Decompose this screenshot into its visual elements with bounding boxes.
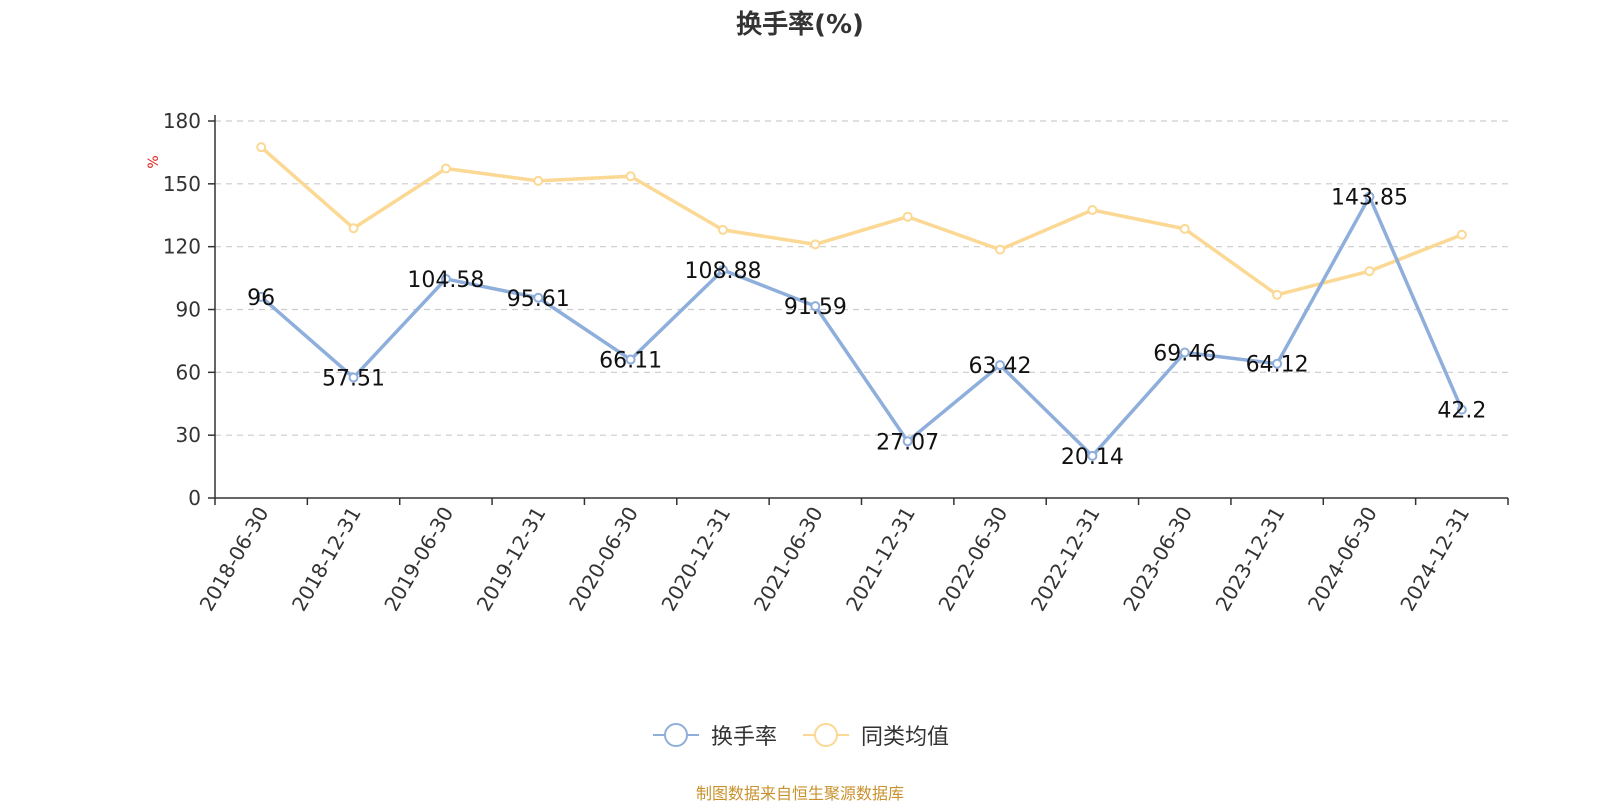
data-label-turnover-2022-12-31: 20.14	[1061, 445, 1124, 470]
legend-label-peer-average: 同类均值	[861, 725, 950, 750]
x-tick-label-2024-12-31: 2024-12-31	[1395, 503, 1474, 616]
x-tick-label-2018-12-31: 2018-12-31	[287, 503, 366, 616]
point-peer-average-2019-06-30	[440, 163, 451, 174]
data-label-turnover-2024-12-31: 42.2	[1437, 399, 1486, 424]
point-turnover-2020-06-30	[625, 354, 636, 365]
y-tick-label-30: 30	[176, 423, 201, 447]
legend-marker-peer-average-icon	[803, 723, 849, 747]
point-peer-average-2018-06-30	[256, 142, 267, 153]
data-label-turnover-2018-06-30: 96	[247, 286, 275, 311]
x-tick-label-2023-12-31: 2023-12-31	[1211, 503, 1290, 616]
chart-title: 换手率(%)	[736, 10, 864, 40]
series-line-turnover	[260, 194, 1464, 458]
data-label-turnover-2024-06-30: 143.85	[1331, 186, 1408, 211]
legend-item-peer-average[interactable]: 同类均值	[801, 719, 949, 751]
data-label-turnover-2020-06-30: 66.11	[599, 349, 662, 374]
x-tick-label-2021-06-30: 2021-06-30	[749, 503, 828, 616]
point-turnover-2022-12-31	[1087, 450, 1098, 461]
data-label-turnover-2020-12-31: 108.88	[684, 259, 761, 284]
data-label-turnover-2023-12-31: 64.12	[1246, 353, 1309, 378]
data-label-turnover-2023-06-30: 69.46	[1153, 342, 1216, 367]
y-tick-label-60: 60	[176, 360, 201, 384]
legend-label-turnover: 换手率	[710, 725, 777, 750]
point-turnover-2018-06-30	[256, 291, 267, 302]
data-label-turnover-2022-06-30: 63.42	[969, 354, 1032, 379]
point-turnover-2021-12-31	[902, 436, 913, 447]
x-tick-label-2022-06-30: 2022-06-30	[933, 502, 1012, 615]
legend-item-turnover[interactable]: 换手率	[651, 719, 777, 751]
data-label-turnover-2021-06-30: 91.59	[784, 295, 847, 320]
point-peer-average-2024-06-30	[1364, 266, 1375, 277]
x-tick-label-2022-12-31: 2022-12-31	[1026, 503, 1105, 616]
x-tick-label-2024-06-30: 2024-06-30	[1303, 503, 1382, 616]
x-tick-label-2023-06-30: 2023-06-30	[1118, 503, 1197, 616]
legend-marker-turnover-icon	[652, 723, 699, 747]
point-peer-average-2022-12-31	[1087, 205, 1098, 216]
point-peer-average-2018-12-31	[348, 223, 359, 234]
point-turnover-2024-06-30	[1364, 191, 1375, 202]
x-tick-label-2021-12-31: 2021-12-31	[841, 503, 920, 616]
point-turnover-2019-06-30	[440, 273, 451, 284]
legend: 换手率 同类均值	[0, 720, 1600, 750]
point-peer-average-2020-06-30	[625, 171, 636, 182]
point-turnover-2018-12-31	[348, 372, 359, 383]
point-peer-average-2024-12-31	[1456, 229, 1467, 240]
x-tick-label-2018-06-30: 2018-06-30	[195, 503, 274, 616]
source-note: 制图数据来自恒生聚源数据库	[695, 784, 904, 803]
data-label-turnover-2021-12-31: 27.07	[876, 430, 939, 455]
y-tick-label-0: 0	[188, 486, 201, 510]
point-peer-average-2023-12-31	[1272, 289, 1283, 300]
x-tick-label-2020-06-30: 2020-06-30	[564, 503, 643, 616]
y-tick-label-120: 120	[163, 235, 201, 259]
point-turnover-2019-12-31	[533, 292, 544, 303]
y-tick-label-90: 90	[176, 298, 201, 322]
y-tick-label-150: 150	[163, 172, 201, 196]
data-label-turnover-2019-12-31: 95.61	[507, 287, 570, 312]
y-tick-label-180: 180	[163, 109, 201, 133]
x-tick-label-2020-12-31: 2020-12-31	[656, 503, 735, 616]
point-turnover-2024-12-31	[1456, 404, 1467, 415]
point-peer-average-2022-06-30	[995, 244, 1006, 255]
point-peer-average-2021-12-31	[902, 211, 913, 222]
x-tick-label-2019-12-31: 2019-12-31	[472, 503, 551, 616]
y-axis-unit-label: %	[146, 155, 162, 168]
series-line-peer-average	[260, 145, 1463, 297]
x-tick-label-2019-06-30: 2019-06-30	[379, 502, 458, 615]
point-peer-average-2019-12-31	[533, 175, 544, 186]
point-peer-average-2023-06-30	[1179, 223, 1190, 234]
point-turnover-2023-12-31	[1272, 358, 1283, 369]
series	[256, 142, 1467, 461]
point-turnover-2021-06-30	[810, 301, 821, 312]
point-turnover-2020-12-31	[717, 264, 728, 275]
point-turnover-2023-06-30	[1179, 347, 1190, 358]
data-label-turnover-2018-12-31: 57.51	[322, 367, 385, 392]
point-peer-average-2021-06-30	[810, 239, 821, 250]
point-turnover-2022-06-30	[995, 360, 1006, 371]
data-label-turnover-2019-06-30: 104.58	[407, 268, 484, 293]
data-labels: 96 57.51 104.58 95.61 66.11 108.88 91.59 27.07 6…	[247, 186, 1486, 470]
point-peer-average-2020-12-31	[717, 224, 728, 235]
